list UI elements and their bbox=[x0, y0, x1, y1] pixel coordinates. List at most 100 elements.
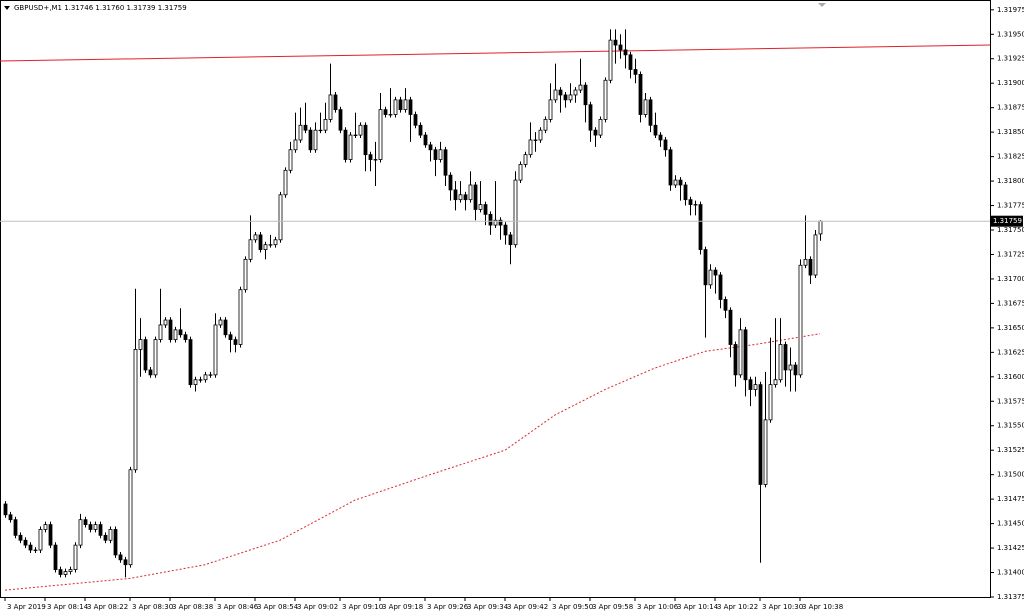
y-tick-label: 1.31700 bbox=[997, 275, 1024, 283]
candle-body bbox=[403, 99, 408, 111]
x-tick-label: 3 Apr 08:14 bbox=[47, 603, 89, 611]
plot-frame bbox=[0, 0, 991, 598]
candle-body bbox=[178, 329, 183, 336]
chart-title: GBPUSD+,M1 1.31746 1.31760 1.31739 1.317… bbox=[14, 4, 187, 12]
candle-body bbox=[543, 119, 548, 131]
candle-body bbox=[708, 269, 713, 286]
y-tick-label: 1.31500 bbox=[997, 471, 1024, 479]
x-tick-label: 3 Apr 10:06 bbox=[637, 603, 679, 611]
candle-body bbox=[53, 544, 58, 570]
candle-body bbox=[768, 384, 773, 421]
candle-body bbox=[648, 99, 653, 126]
candle-body bbox=[158, 324, 163, 341]
candle-body bbox=[3, 503, 8, 516]
candle-body bbox=[628, 54, 633, 70]
candle-body bbox=[88, 524, 93, 530]
candle-body bbox=[803, 258, 808, 266]
candle-body bbox=[58, 569, 63, 575]
y-tick-label: 1.31725 bbox=[997, 250, 1024, 258]
candle-body bbox=[703, 249, 708, 286]
candle-body bbox=[18, 534, 23, 541]
candle-body bbox=[558, 89, 563, 96]
candle-body bbox=[523, 154, 528, 165]
candle-body bbox=[553, 89, 558, 101]
candle-body bbox=[103, 534, 108, 541]
candle-body bbox=[278, 194, 283, 241]
candle-body bbox=[528, 139, 533, 156]
candle-body bbox=[808, 258, 813, 276]
candle-body bbox=[563, 94, 568, 101]
x-tick-label: 3 Apr 09:10 bbox=[342, 603, 383, 611]
y-tick-label: 1.31675 bbox=[997, 299, 1024, 307]
candle-body bbox=[453, 189, 458, 201]
y-tick-label: 1.31850 bbox=[997, 128, 1024, 136]
current-price-label: 1.31759 bbox=[993, 217, 1022, 225]
candle-body bbox=[478, 204, 483, 210]
candle-body bbox=[763, 419, 768, 485]
y-tick-label: 1.31925 bbox=[997, 55, 1024, 63]
candle-body bbox=[603, 79, 608, 120]
candle-body bbox=[263, 244, 268, 250]
candle-body bbox=[348, 134, 353, 160]
candle-body bbox=[383, 109, 388, 115]
x-tick-label: 3 Apr 09:58 bbox=[592, 603, 633, 611]
candle-body bbox=[578, 84, 583, 91]
candle-body bbox=[573, 89, 578, 96]
candle-body bbox=[443, 149, 448, 176]
candle-body bbox=[193, 379, 198, 386]
candle-body bbox=[343, 129, 348, 160]
candle-body bbox=[438, 149, 443, 160]
candle-body bbox=[268, 244, 273, 246]
candle-body bbox=[253, 234, 258, 241]
candle-body bbox=[783, 344, 788, 371]
candle-body bbox=[208, 374, 213, 376]
candle-body bbox=[273, 239, 278, 246]
candle-body bbox=[233, 339, 238, 345]
candle-body bbox=[738, 329, 743, 376]
candle-body bbox=[743, 329, 748, 381]
y-tick-label: 1.31875 bbox=[997, 104, 1024, 112]
candle-body bbox=[638, 73, 643, 115]
candle-body bbox=[413, 114, 418, 126]
x-tick-label: 3 Apr 10:22 bbox=[717, 603, 758, 611]
candle-body bbox=[458, 194, 463, 201]
candle-body bbox=[373, 159, 378, 161]
y-tick-label: 1.31975 bbox=[997, 6, 1024, 14]
candle-body bbox=[378, 109, 383, 160]
candle-body bbox=[733, 344, 738, 376]
candle-body bbox=[308, 129, 313, 151]
candle-body bbox=[448, 174, 453, 191]
candle-body bbox=[153, 339, 158, 376]
shift-marker bbox=[818, 3, 826, 7]
x-tick-label: 3 Apr 09:18 bbox=[382, 603, 423, 611]
y-tick-label: 1.31950 bbox=[997, 30, 1024, 38]
candle-body bbox=[388, 114, 393, 116]
candle-body bbox=[213, 324, 218, 376]
candle-body bbox=[63, 571, 68, 575]
candle-body bbox=[723, 299, 728, 311]
candle-body bbox=[313, 129, 318, 151]
candle-body bbox=[673, 179, 678, 186]
y-tick-label: 1.31900 bbox=[997, 79, 1024, 87]
candle-body bbox=[163, 319, 168, 326]
candle-body bbox=[433, 149, 438, 160]
candle-body bbox=[248, 239, 253, 260]
x-tick-label: 3 Apr 08:38 bbox=[172, 603, 213, 611]
candle-body bbox=[658, 134, 663, 141]
y-tick-label: 1.31800 bbox=[997, 177, 1024, 185]
candle-body bbox=[518, 164, 523, 181]
candle-body bbox=[108, 529, 113, 541]
candle-body bbox=[258, 234, 263, 250]
candle-body bbox=[113, 529, 118, 556]
candle-body bbox=[713, 269, 718, 276]
candle-body bbox=[13, 519, 18, 536]
x-tick-label: 3 Apr 09:42 bbox=[507, 603, 548, 611]
x-tick-label: 3 Apr 10:14 bbox=[677, 603, 719, 611]
y-tick-label: 1.31400 bbox=[997, 569, 1024, 577]
candle-body bbox=[68, 569, 73, 572]
candle-body bbox=[93, 524, 98, 530]
candle-body bbox=[243, 258, 248, 291]
candle-body bbox=[778, 344, 783, 381]
candle-body bbox=[608, 39, 613, 81]
candle-body bbox=[323, 119, 328, 131]
